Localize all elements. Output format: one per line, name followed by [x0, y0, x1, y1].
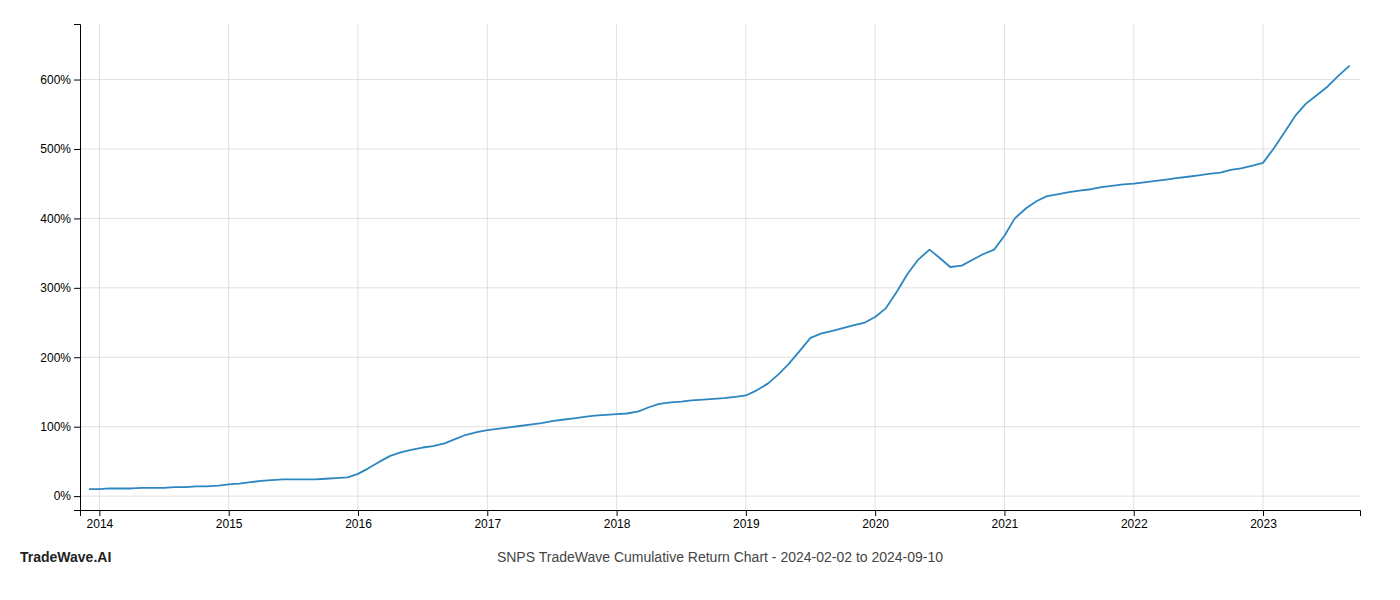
y-tick: 600%: [40, 73, 80, 87]
grid-line-y: [80, 287, 1360, 288]
x-tick: 2016: [345, 510, 372, 531]
x-tick: 2021: [992, 510, 1019, 531]
y-tick-mark: [74, 427, 80, 428]
grid-line-x: [487, 24, 488, 510]
grid-line-x: [357, 24, 358, 510]
grid-line-y: [80, 79, 1360, 80]
x-tick-label: 2014: [87, 517, 114, 531]
plot-area: [89, 66, 1350, 490]
y-tick-label: 200%: [40, 351, 71, 365]
y-tick: 500%: [40, 142, 80, 156]
x-tick-mark: [617, 510, 618, 516]
y-tick-mark: [74, 357, 80, 358]
x-tick-mark: [229, 510, 230, 516]
y-tick-mark: [74, 80, 80, 81]
grid-line-x: [745, 24, 746, 510]
y-tick-label: 600%: [40, 73, 71, 87]
grid-line-x: [875, 24, 876, 510]
x-tick-label: 2017: [474, 517, 501, 531]
grid-line-y: [80, 496, 1360, 497]
y-tick: 200%: [40, 351, 80, 365]
x-tick-label: 2018: [604, 517, 631, 531]
y-axis-line: [74, 25, 81, 511]
x-tick: 2015: [216, 510, 243, 531]
x-tick-mark: [99, 510, 100, 516]
x-tick-mark: [1134, 510, 1135, 516]
title: SNPS TradeWave Cumulative Return Chart -…: [497, 549, 943, 565]
x-tick: 2019: [733, 510, 760, 531]
y-tick-label: 400%: [40, 212, 71, 226]
grid-line-y: [80, 218, 1360, 219]
x-tick-mark: [746, 510, 747, 516]
x-tick-label: 2019: [733, 517, 760, 531]
x-tick-mark: [1263, 510, 1264, 516]
grid: [80, 24, 1360, 510]
x-tick-label: 2021: [992, 517, 1019, 531]
y-tick-label: 100%: [40, 420, 71, 434]
y-tick-mark: [74, 496, 80, 497]
y-tick-label: 0%: [54, 489, 72, 503]
x-tick-label: 2015: [216, 517, 243, 531]
grid-line-y: [80, 148, 1360, 149]
x-tick: 2014: [87, 510, 114, 531]
x-tick: 2020: [862, 510, 889, 531]
grid-line-x: [1004, 24, 1005, 510]
x-tick-label: 2016: [345, 517, 372, 531]
x-tick-mark: [358, 510, 359, 516]
y-tick: 400%: [40, 212, 80, 226]
chart-container: 2014 2015 2016 2017 2018 2019 2020 2021 2022 2023…: [0, 0, 1400, 600]
x-tick: 2017: [474, 510, 501, 531]
grid-line-x: [1133, 24, 1134, 510]
x-tick-mark: [875, 510, 876, 516]
grid-line-x: [616, 24, 617, 510]
grid-line-x: [228, 24, 229, 510]
x-tick-mark: [1004, 510, 1005, 516]
y-tick-mark: [74, 149, 80, 150]
line: [89, 66, 1350, 490]
y-tick-label: 500%: [40, 142, 71, 156]
grid-line-x: [1263, 24, 1264, 510]
x-axis: 2014 2015 2016 2017 2018 2019 2020 2021 2022 2023: [81, 510, 1361, 531]
y-tick: 300%: [40, 281, 80, 295]
x-tick: 2018: [604, 510, 631, 531]
grid-line-x: [99, 24, 100, 510]
x-tick-label: 2022: [1121, 517, 1148, 531]
watermark: TradeWave.AI: [20, 549, 111, 565]
x-tick-label: 2020: [862, 517, 889, 531]
x-tick-mark: [487, 510, 488, 516]
x-tick: 2022: [1121, 510, 1148, 531]
x-tick-label: 2023: [1250, 517, 1277, 531]
y-axis: 0% 100% 200% 300% 400% 500% 600%: [40, 25, 80, 511]
x-tick: 2023: [1250, 510, 1277, 531]
x-axis-line: [81, 511, 1361, 517]
grid-line-y: [80, 426, 1360, 427]
y-tick-mark: [74, 218, 80, 219]
y-tick-label: 300%: [40, 281, 71, 295]
y-tick: 100%: [40, 420, 80, 434]
grid-line-y: [80, 357, 1360, 358]
y-tick-mark: [74, 288, 80, 289]
chart: 2014 2015 2016 2017 2018 2019 2020 2021 2022 2023…: [0, 0, 1400, 600]
y-tick: 0%: [54, 489, 80, 503]
